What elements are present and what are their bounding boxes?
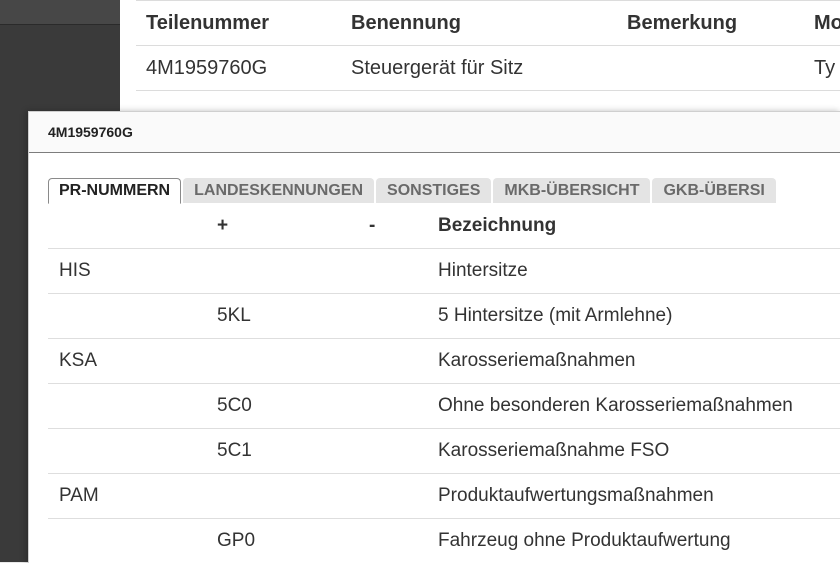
header-benennung: Benennung [351, 12, 461, 34]
tab-sonstiges[interactable]: SONSTIGES [376, 178, 492, 203]
cell-description: Karosseriemaßnahme FSO [438, 440, 670, 461]
table-row[interactable]: PAM Produktaufwertungsmaßnahmen [48, 474, 840, 519]
table-row[interactable]: 5C1 Karosseriemaßnahme FSO [48, 429, 840, 474]
cell-family: KSA [59, 350, 98, 371]
cell-family: HIS [59, 260, 91, 281]
background-table-header: Teilenummer Benennung Bemerkung Mo [136, 1, 840, 46]
table-row[interactable]: GP0 Fahrzeug ohne Produktaufwertung [48, 519, 840, 563]
tab-landeskennungen[interactable]: LANDESKENNUNGEN [183, 178, 375, 203]
dialog-title: 4M1959760G [48, 124, 133, 140]
cell-model: Ty [814, 57, 836, 79]
tab-bar: PR-NUMMERN LANDESKENNUNGEN SONSTIGES MKB-ÜB… [48, 178, 778, 204]
cell-family: PAM [59, 485, 99, 506]
table-row[interactable]: KSA Karosseriemaßnahmen [48, 339, 840, 384]
tab-mkb-uebersicht[interactable]: MKB-ÜBERSICHT [493, 178, 651, 203]
part-detail-dialog: 4M1959760G PR-NUMMERN LANDESKENNUNGEN SONS… [28, 111, 840, 563]
header-teilenummer: Teilenummer [146, 12, 269, 34]
dialog-header: 4M1959760G [29, 112, 840, 153]
cell-plus: 5KL [217, 305, 251, 326]
cell-description: 5 Hintersitze (mit Armlehne) [438, 305, 673, 326]
header-mo: Mo [814, 12, 840, 34]
cell-designation: Steuergerät für Sitz [351, 57, 524, 79]
table-row[interactable]: 4M1959760G Steuergerät für Sitz Ty [136, 46, 840, 91]
tab-gkb-uebersicht[interactable]: GKB-ÜBERSI [652, 178, 776, 203]
background-parts-table: Teilenummer Benennung Bemerkung Mo 4M195… [136, 0, 840, 91]
header-bezeichnung: Bezeichnung [438, 215, 557, 236]
cell-description: Produktaufwertungsmaßnahmen [438, 485, 714, 506]
header-bemerkung: Bemerkung [627, 12, 738, 34]
cell-description: Ohne besonderen Karosseriemaßnahmen [438, 395, 793, 416]
cell-plus: GP0 [217, 530, 256, 551]
cell-plus: 5C1 [217, 440, 252, 461]
pr-table-header: + - Bezeichnung [48, 204, 840, 249]
left-topbar [0, 0, 120, 25]
header-minus: - [369, 215, 376, 236]
cell-part-number: 4M1959760G [146, 57, 268, 79]
header-plus: + [217, 215, 229, 236]
cell-description: Fahrzeug ohne Produktaufwertung [438, 530, 731, 551]
table-row[interactable]: 5KL 5 Hintersitze (mit Armlehne) [48, 294, 840, 339]
table-row[interactable]: HIS Hintersitze [48, 249, 840, 294]
cell-description: Karosseriemaßnahmen [438, 350, 636, 371]
cell-description: Hintersitze [438, 260, 528, 281]
cell-plus: 5C0 [217, 395, 252, 416]
pr-number-table: + - Bezeichnung HIS Hintersitze 5KL 5 Hi… [48, 204, 840, 563]
table-row[interactable]: 5C0 Ohne besonderen Karosseriemaßnahmen [48, 384, 840, 429]
tab-pr-nummern[interactable]: PR-NUMMERN [48, 178, 182, 204]
